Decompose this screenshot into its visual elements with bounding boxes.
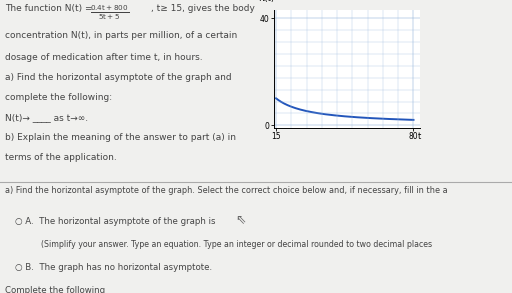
Text: (Simplify your answer. Type an equation. Type an integer or decimal rounded to t: (Simplify your answer. Type an equation.… [41,240,432,248]
Text: a) Find the horizontal asymptote of the graph. Select the correct choice below a: a) Find the horizontal asymptote of the … [5,186,448,195]
Text: concentration N(t), in parts per million, of a certain: concentration N(t), in parts per million… [5,31,238,40]
Text: N(t)→ ____ as t→∞.: N(t)→ ____ as t→∞. [5,113,88,122]
Text: a) Find the horizontal asymptote of the graph and: a) Find the horizontal asymptote of the … [5,73,232,82]
Text: The function N(t) =: The function N(t) = [5,4,96,13]
Text: ○ B.  The graph has no horizontal asymptote.: ○ B. The graph has no horizontal asympto… [15,263,212,272]
Text: ⇖: ⇖ [236,213,246,226]
Text: Complete the following: Complete the following [5,286,105,293]
Y-axis label: N(t): N(t) [259,0,274,3]
Text: ○ A.  The horizontal asymptote of the graph is: ○ A. The horizontal asymptote of the gra… [15,217,216,226]
Text: b) Explain the meaning of the answer to part (a) in: b) Explain the meaning of the answer to … [5,133,236,142]
Text: dosage of medication after time t, in hours.: dosage of medication after time t, in ho… [5,53,203,62]
Text: $\mathregular{\frac{0.4t+800}{5t+5}}$: $\mathregular{\frac{0.4t+800}{5t+5}}$ [90,4,129,22]
Text: t: t [418,132,421,141]
Text: , t≥ 15, gives the body: , t≥ 15, gives the body [151,4,255,13]
Text: complete the following:: complete the following: [5,93,112,102]
Text: terms of the application.: terms of the application. [5,153,117,162]
